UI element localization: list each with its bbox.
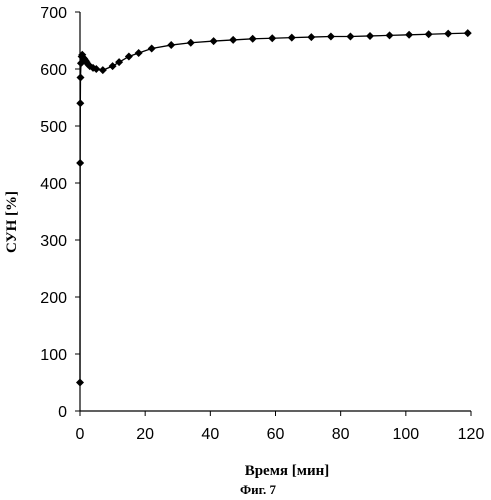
data-point-marker xyxy=(148,44,156,52)
x-axis-title: Время [мин] xyxy=(245,463,330,479)
data-point-marker xyxy=(187,39,195,47)
y-axis-title: СУН [%] xyxy=(4,191,20,253)
data-point-marker xyxy=(327,33,335,41)
x-axis-ticks: 0 20 40 60 80 100 120 xyxy=(76,411,485,443)
data-point-marker xyxy=(405,31,413,39)
data-point-marker xyxy=(307,33,315,41)
y-tick-label: 500 xyxy=(40,119,67,136)
y-tick-label: 600 xyxy=(40,62,67,79)
data-point-marker xyxy=(76,379,84,387)
data-point-marker xyxy=(229,36,237,44)
x-tick-label: 40 xyxy=(201,426,219,443)
series-line xyxy=(80,33,468,382)
data-point-marker xyxy=(76,74,84,82)
data-point-marker xyxy=(288,34,296,42)
data-point-marker xyxy=(115,58,123,66)
data-point-marker xyxy=(268,34,276,42)
data-point-marker xyxy=(444,30,452,38)
data-point-marker xyxy=(125,52,133,60)
y-axis-ticks: 0 100 200 300 400 500 600 700 xyxy=(40,5,80,421)
data-point-marker xyxy=(135,49,143,57)
plot-area: 0 20 40 60 80 100 120 0 100 200 300 400 500 600 700 xyxy=(40,5,484,443)
data-point-marker xyxy=(210,37,218,45)
data-point-marker xyxy=(366,32,374,40)
y-tick-label: 0 xyxy=(58,404,67,421)
y-tick-label: 200 xyxy=(40,290,67,307)
data-point-marker xyxy=(167,41,175,49)
x-tick-label: 0 xyxy=(76,426,85,443)
figure-caption: Фиг. 7 xyxy=(240,482,277,497)
series-markers xyxy=(76,29,472,386)
data-point-marker xyxy=(99,66,107,74)
data-point-marker xyxy=(386,31,394,39)
data-point-marker xyxy=(249,35,257,43)
x-tick-label: 100 xyxy=(392,426,419,443)
data-point-marker xyxy=(464,29,472,37)
data-point-marker xyxy=(76,159,84,167)
data-point-marker xyxy=(425,30,433,38)
y-tick-label: 700 xyxy=(40,5,67,22)
x-tick-label: 60 xyxy=(267,426,285,443)
x-tick-label: 20 xyxy=(136,426,154,443)
data-point-marker xyxy=(346,33,354,41)
y-tick-label: 300 xyxy=(40,233,67,250)
data-point-marker xyxy=(76,99,84,107)
y-tick-label: 400 xyxy=(40,176,67,193)
x-tick-label: 120 xyxy=(458,426,485,443)
data-point-marker xyxy=(109,62,117,70)
x-tick-label: 80 xyxy=(332,426,350,443)
y-tick-label: 100 xyxy=(40,347,67,364)
